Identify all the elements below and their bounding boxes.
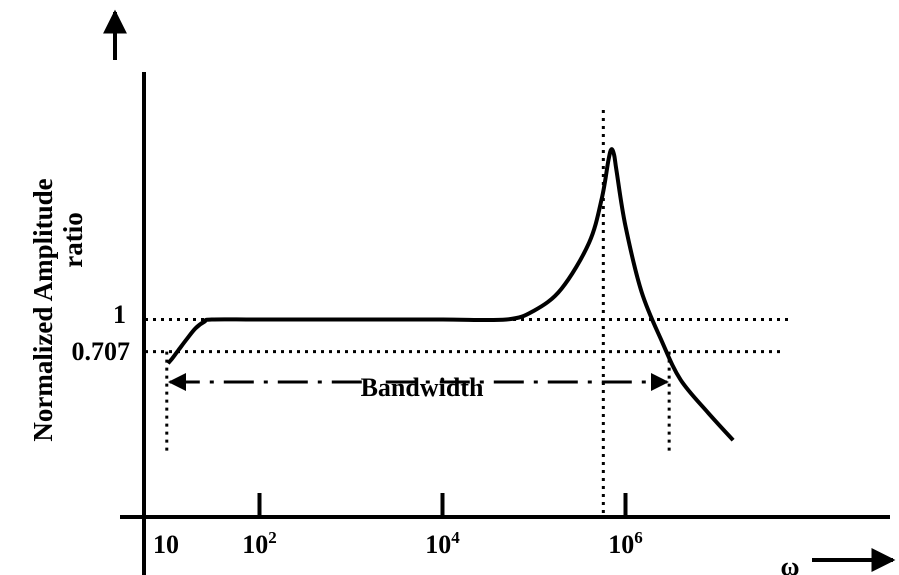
x-tick-label: 10: [153, 530, 179, 559]
y-tick-label: 0.707: [72, 337, 131, 366]
y-tick-label: 1: [113, 300, 126, 329]
x-tick-label: 106: [608, 528, 643, 559]
x-axis-label: ω: [780, 552, 799, 575]
response-curve: [166, 147, 735, 442]
x-tick-label: 104: [425, 528, 460, 559]
bandwidth-label: Bandwidth: [361, 373, 484, 402]
y-axis-label-line2: ratio: [58, 212, 88, 267]
y-axis-label-line1: Normalized Amplitude: [28, 178, 58, 441]
x-tick-label: 102: [242, 528, 277, 559]
